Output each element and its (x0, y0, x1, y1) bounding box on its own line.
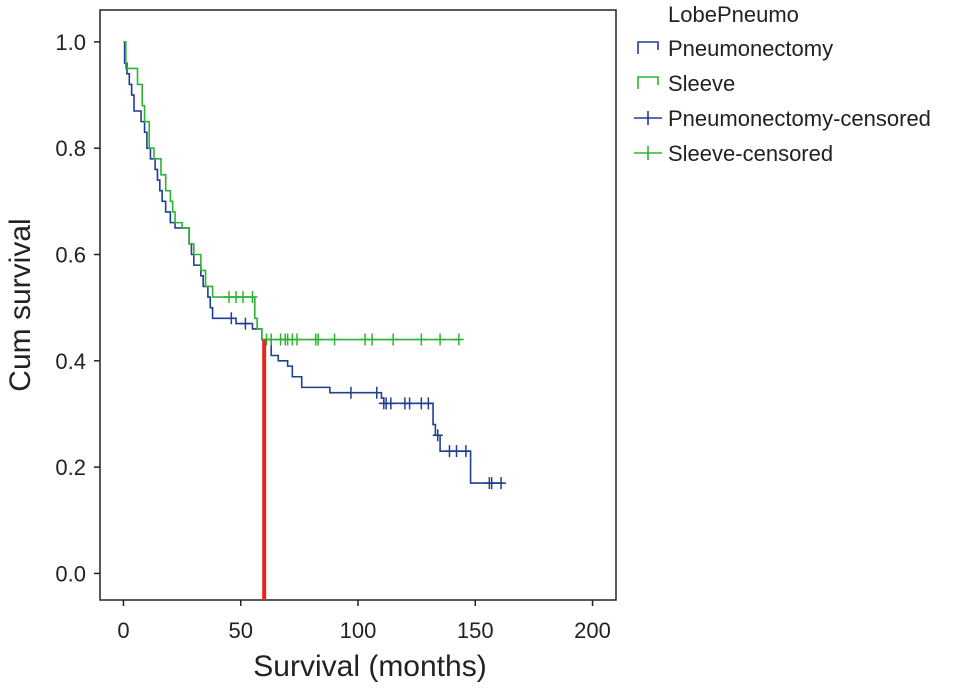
censor-mark-sleeve (329, 333, 340, 346)
censor-mark-sleeve (292, 333, 303, 346)
legend: LobePneumo Pneumonectomy Sleeve Pneumonect… (634, 2, 931, 166)
censor-mark-sleeve (313, 333, 324, 346)
censor-mark-sleeve (367, 333, 378, 346)
x-tick-label: 50 (228, 618, 252, 643)
censor-mark-pneumonectomy (240, 317, 251, 330)
y-tick-label: 1.0 (55, 30, 86, 55)
censor-mark-pneumonectomy (404, 397, 415, 410)
survival-curve-sleeve (123, 41, 462, 341)
censor-mark-sleeve (435, 333, 446, 346)
censor-mark-pneumonectomy (451, 445, 462, 458)
censor-marks (224, 291, 507, 490)
censor-mark-sleeve (266, 333, 277, 346)
y-tick-label: 0.0 (55, 561, 86, 586)
survival-curve-pneumonectomy (123, 41, 504, 484)
censor-mark-pneumonectomy (496, 477, 507, 490)
censor-mark-sleeve (238, 291, 249, 304)
legend-label: Pneumonectomy-censored (668, 106, 931, 131)
censor-mark-pneumonectomy (226, 312, 237, 325)
plot-frame (99, 9, 617, 601)
y-axis-title: Cum survival (4, 218, 37, 391)
survival-curves (123, 41, 504, 484)
censor-mark-sleeve (453, 333, 464, 346)
legend-label: Sleeve (668, 71, 735, 96)
legend-symbol (634, 146, 662, 160)
x-tick-label: 150 (457, 618, 494, 643)
censor-mark-pneumonectomy (460, 445, 471, 458)
legend-symbol (634, 111, 662, 125)
censor-mark-pneumonectomy (385, 397, 396, 410)
legend-symbol (637, 76, 659, 89)
y-tick-label: 0.2 (55, 455, 86, 480)
censor-mark-sleeve (247, 291, 258, 304)
censor-mark-pneumonectomy (432, 429, 443, 442)
x-axis: 0 50 100 150 200 (117, 600, 611, 643)
legend-label: Pneumonectomy (668, 36, 833, 61)
legend-symbol (637, 41, 659, 54)
y-tick-label: 0.6 (55, 243, 86, 268)
censor-mark-pneumonectomy (486, 477, 497, 490)
x-tick-label: 200 (574, 618, 611, 643)
legend-title: LobePneumo (668, 2, 799, 27)
censor-mark-pneumonectomy (423, 397, 434, 410)
x-tick-label: 100 (340, 618, 377, 643)
x-tick-label: 0 (117, 618, 129, 643)
censor-mark-sleeve (416, 333, 427, 346)
y-tick-label: 0.4 (55, 349, 86, 374)
censor-mark-pneumonectomy (371, 386, 382, 399)
x-axis-title: Survival (months) (253, 650, 486, 683)
y-tick-label: 0.8 (55, 136, 86, 161)
censor-mark-sleeve (388, 333, 399, 346)
y-axis: 0.0 0.2 0.4 0.6 0.8 1.0 (55, 30, 100, 586)
censor-mark-pneumonectomy (345, 386, 356, 399)
legend-label: Sleeve-censored (668, 141, 833, 166)
